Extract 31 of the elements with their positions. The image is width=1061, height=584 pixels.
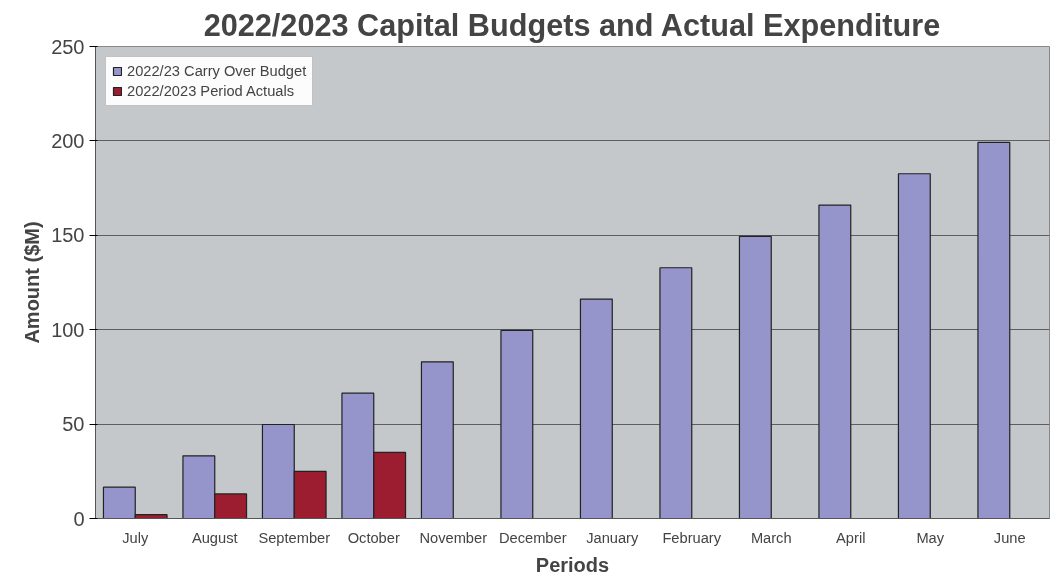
x-tick-label: November [419,529,488,546]
x-tick-label: January [586,529,639,546]
x-tick-label: February [662,529,722,546]
bar [897,173,931,519]
bar [977,141,1011,519]
y-tick-label: 50 [62,413,85,436]
x-tick-label: December [498,529,567,546]
bar [738,235,772,519]
x-tick-label: October [347,529,400,546]
x-tick-label: August [191,529,238,546]
bar [500,329,534,519]
y-tick-label: 200 [51,129,85,152]
y-tick-label: 150 [51,224,85,247]
y-axis-title: Amount ($M) [21,221,44,344]
y-tick-label: 0 [73,507,85,530]
x-tick-label: March [750,529,792,546]
x-tick-label: September [258,529,331,546]
bar [659,267,693,519]
y-tick-label: 100 [51,318,85,341]
x-tick-label: May [916,529,945,546]
x-axis-title: Periods [535,553,610,576]
legend-label: 2022/2023 Period Actuals [127,83,295,99]
bar [818,204,852,519]
bar [420,361,454,519]
x-tick-label: April [836,529,866,546]
bar [579,298,613,519]
chart-title: 2022/2023 Capital Budgets and Actual Expenditure [203,7,941,43]
y-tick-label: 250 [51,35,85,58]
x-tick-label: July [122,529,149,546]
legend-label: 2022/23 Carry Over Budget [127,63,307,79]
x-tick-label: June [993,529,1026,546]
